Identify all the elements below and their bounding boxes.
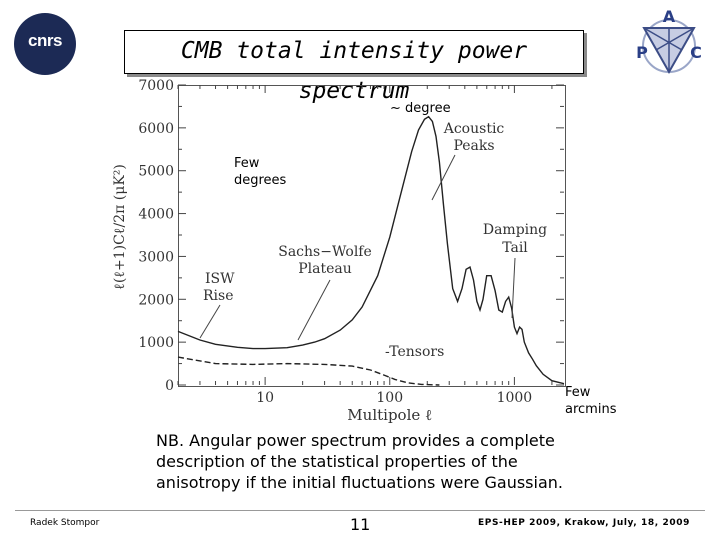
y-tick-label: 5000 bbox=[138, 164, 174, 180]
annotation-few-arcmins: Few arcmins bbox=[565, 384, 616, 418]
plot-frame bbox=[178, 85, 566, 387]
label-isw-line2: Rise bbox=[203, 288, 234, 304]
label-damping-tail-line1: Damping bbox=[483, 222, 547, 238]
y-tick-label: 0 bbox=[165, 378, 174, 394]
footer-event: EPS-HEP 2009, Krakow, July, 18, 2009 bbox=[478, 518, 690, 528]
footer-author: Radek Stompor bbox=[30, 518, 100, 528]
footer-page-number: 11 bbox=[350, 515, 371, 534]
arrow-isw bbox=[199, 304, 221, 339]
annotation-few-arcmins-line2: arcmins bbox=[565, 402, 617, 417]
annotation-few-arcmins-line1: Few bbox=[565, 385, 591, 400]
y-tick-label: 6000 bbox=[138, 121, 174, 137]
label-damping-tail-line2: Tail bbox=[502, 240, 528, 256]
slide-title: CMB total intensity power spectrum bbox=[180, 38, 528, 104]
y-tick-label: 7000 bbox=[138, 78, 174, 94]
annotation-degree: ~ degree bbox=[390, 101, 451, 116]
arrow-damping-tail bbox=[511, 257, 516, 319]
x-tick-label: 1000 bbox=[497, 390, 533, 406]
footer-rule bbox=[15, 510, 705, 511]
note-text: NB. Angular power spectrum provides a co… bbox=[156, 431, 563, 492]
annotation-few-degrees: Few degrees bbox=[234, 155, 286, 189]
label-isw-line1: ISW bbox=[205, 271, 235, 287]
label-acoustic-peaks-line1: Acoustic bbox=[443, 121, 505, 137]
arrow-acoustic-peaks bbox=[431, 154, 456, 201]
arrow-sachs-wolfe bbox=[297, 279, 331, 341]
y-axis-label: ℓ(ℓ+1)Cℓ/2π (μK²) bbox=[112, 164, 128, 290]
cnrs-logo bbox=[14, 13, 76, 75]
apc-logo: A P C bbox=[636, 7, 702, 75]
annotation-few-degrees-line2: degrees bbox=[234, 173, 287, 188]
apc-letter-c: C bbox=[690, 43, 702, 62]
label-sachs-wolfe-line1: Sachs−Wolfe bbox=[278, 244, 372, 260]
cnrs-logo-text: cnrs bbox=[28, 31, 62, 50]
label-tensors: -Tensors bbox=[385, 344, 444, 360]
tensors-curve bbox=[177, 356, 440, 386]
y-tick-label: 1000 bbox=[138, 335, 174, 351]
x-tick-label: 10 bbox=[256, 390, 274, 406]
x-axis-label: Multipole ℓ bbox=[347, 406, 432, 424]
spectrum-curve bbox=[177, 115, 565, 385]
x-tick-label: 100 bbox=[376, 390, 403, 406]
label-sachs-wolfe-line2: Plateau bbox=[298, 261, 352, 277]
annotation-few-degrees-line1: Few bbox=[234, 156, 260, 171]
apc-letter-a: A bbox=[663, 7, 676, 26]
title-box: CMB total intensity power spectrum bbox=[124, 30, 584, 104]
y-tick-label: 3000 bbox=[138, 249, 174, 265]
apc-letter-p: P bbox=[636, 43, 648, 62]
y-tick-label: 4000 bbox=[138, 207, 174, 223]
label-acoustic-peaks-line2: Peaks bbox=[453, 138, 494, 154]
y-tick-label: 2000 bbox=[138, 292, 174, 308]
